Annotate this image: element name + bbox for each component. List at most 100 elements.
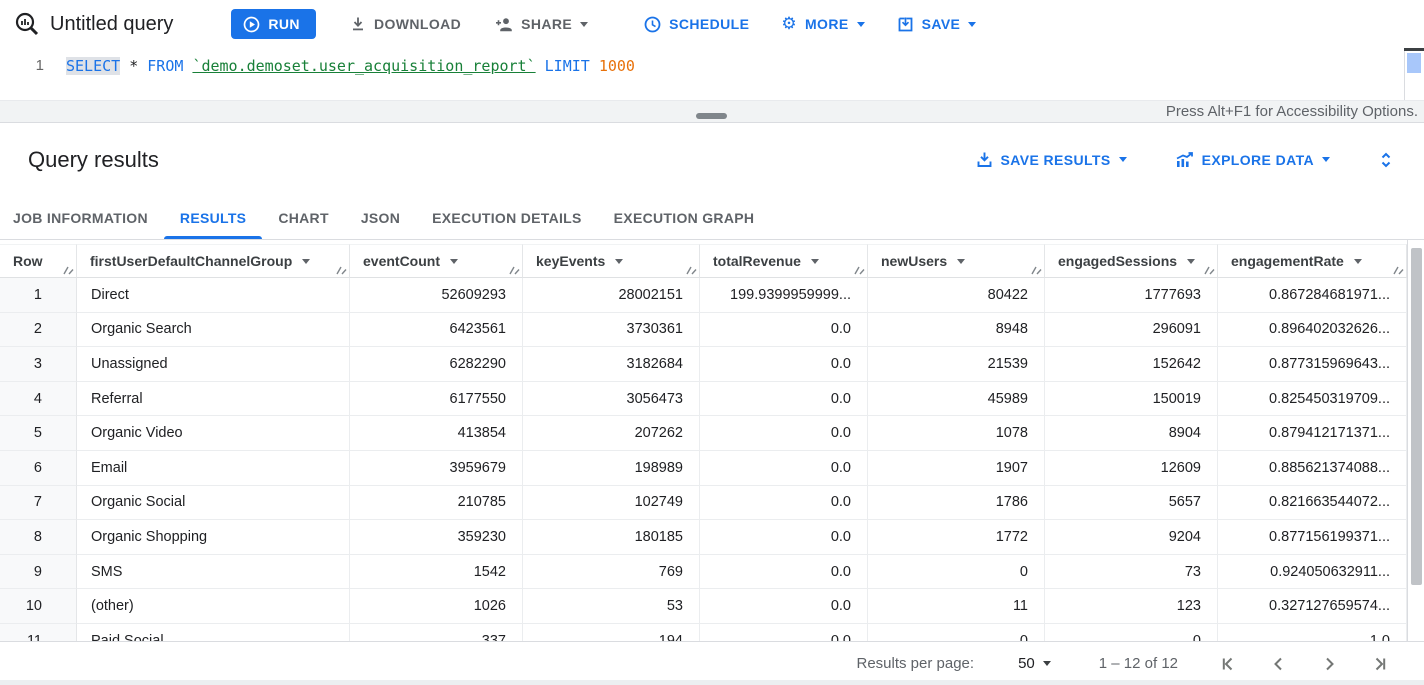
more-button[interactable]: ⚙ MORE bbox=[781, 13, 865, 34]
sql-keyword-select: SELECT bbox=[66, 57, 121, 75]
table-row: 5 Organic Video 413854 207262 0.0 1078 8904 0.8… bbox=[0, 416, 1424, 451]
column-resize-grip[interactable] bbox=[1392, 264, 1405, 275]
table-scrollbar-thumb[interactable] bbox=[1411, 248, 1422, 585]
line-number: 1 bbox=[35, 57, 44, 74]
cell-engagementRate: 0.327127659574... bbox=[1218, 589, 1407, 624]
cell-firstUserDefaultChannelGroup: Email bbox=[77, 450, 350, 486]
results-per-page-label: Results per page: bbox=[856, 655, 975, 672]
cell-totalRevenue: 0.0 bbox=[700, 416, 868, 451]
cell-firstUserDefaultChannelGroup: Unassigned bbox=[77, 347, 350, 382]
column-header-row: Row bbox=[0, 244, 77, 278]
cell-firstUserDefaultChannelGroup: Organic Video bbox=[77, 416, 350, 451]
person-add-icon bbox=[496, 17, 512, 31]
save-results-button[interactable]: SAVE RESULTS bbox=[976, 151, 1127, 168]
cell-engagementRate: 0.867284681971... bbox=[1218, 278, 1407, 313]
pagination-footer: Results per page: 50 1 – 12 of 12 bbox=[0, 641, 1424, 685]
collapse-results-button[interactable] bbox=[1378, 151, 1394, 169]
cell-engagementRate: 0.825450319709... bbox=[1218, 381, 1407, 417]
panel-resize-handle[interactable] bbox=[696, 113, 727, 119]
column-resize-grip[interactable] bbox=[1203, 264, 1216, 275]
cell-newUsers: 21539 bbox=[868, 347, 1045, 382]
table-row: 4 Referral 6177550 3056473 0.0 45989 150019 0.8… bbox=[0, 381, 1424, 417]
cell-eventCount: 6282290 bbox=[350, 347, 523, 382]
unfold-icon bbox=[1381, 152, 1391, 167]
editor-scrollbar-thumb[interactable] bbox=[1407, 53, 1421, 73]
row-number: 6 bbox=[0, 450, 77, 486]
cell-totalRevenue: 0.0 bbox=[700, 623, 868, 641]
column-resize-grip[interactable] bbox=[335, 264, 348, 275]
column-menu-icon[interactable] bbox=[615, 258, 624, 264]
page-size-select[interactable]: 50 bbox=[1018, 655, 1051, 672]
first-page-icon bbox=[1222, 657, 1233, 670]
last-page-icon bbox=[1375, 657, 1386, 670]
download-button[interactable]: DOWNLOAD bbox=[350, 16, 461, 32]
tab-execution-details[interactable]: EXECUTION DETAILS bbox=[432, 209, 582, 226]
explore-data-button[interactable]: EXPLORE DATA bbox=[1175, 152, 1330, 168]
chart-icon bbox=[1176, 151, 1193, 167]
column-resize-grip[interactable] bbox=[1030, 264, 1043, 275]
tab-json[interactable]: JSON bbox=[360, 209, 401, 226]
cell-keyEvents: 28002151 bbox=[523, 278, 700, 313]
column-resize-grip[interactable] bbox=[508, 264, 521, 275]
sql-code-line[interactable]: SELECT * FROM `demo.demoset.user_acquisi… bbox=[66, 57, 635, 75]
sql-table-reference[interactable]: `demo.demoset.user_acquisition_report` bbox=[192, 57, 536, 75]
column-resize-grip[interactable] bbox=[853, 264, 866, 275]
cell-engagedSessions: 123 bbox=[1045, 589, 1218, 624]
cell-totalRevenue: 0.0 bbox=[700, 450, 868, 486]
column-header-keyEvents: keyEvents bbox=[523, 244, 700, 278]
table-body: 1 Direct 52609293 28002151 199.9399959999...… bbox=[0, 278, 1424, 641]
run-button[interactable]: RUN bbox=[231, 9, 316, 39]
table-row: 2 Organic Search 6423561 3730361 0.0 8948 2960… bbox=[0, 312, 1424, 348]
schedule-button[interactable]: SCHEDULE bbox=[644, 16, 749, 33]
column-menu-icon[interactable] bbox=[450, 258, 458, 264]
tab-execution-graph[interactable]: EXECUTION GRAPH bbox=[613, 209, 755, 226]
download-icon bbox=[352, 17, 363, 31]
cell-eventCount: 1542 bbox=[350, 554, 523, 590]
previous-page-button[interactable] bbox=[1270, 655, 1288, 673]
cell-newUsers: 8948 bbox=[868, 312, 1045, 348]
cell-engagedSessions: 73 bbox=[1045, 554, 1218, 590]
column-resize-grip[interactable] bbox=[685, 264, 698, 275]
cell-engagedSessions: 8904 bbox=[1045, 416, 1218, 451]
cell-engagedSessions: 9204 bbox=[1045, 520, 1218, 555]
column-menu-icon[interactable] bbox=[810, 258, 819, 264]
save-button[interactable]: SAVE bbox=[897, 16, 977, 33]
table-scrollbar-track[interactable] bbox=[1407, 240, 1424, 641]
first-page-button[interactable] bbox=[1220, 655, 1238, 673]
cell-eventCount: 1026 bbox=[350, 589, 523, 624]
column-resize-grip[interactable] bbox=[62, 264, 75, 275]
tab-job-information[interactable]: JOB INFORMATION bbox=[13, 209, 148, 226]
column-menu-icon[interactable] bbox=[1187, 258, 1196, 264]
cell-engagedSessions: 296091 bbox=[1045, 312, 1218, 348]
share-button[interactable]: SHARE bbox=[495, 16, 589, 32]
pagination-range: 1 – 12 of 12 bbox=[1098, 655, 1178, 672]
column-menu-icon[interactable] bbox=[957, 258, 966, 264]
cell-keyEvents: 198989 bbox=[523, 450, 700, 486]
query-results-header: Query results SAVE RESULTS EXPLORE D bbox=[0, 123, 1424, 196]
last-page-button[interactable] bbox=[1370, 655, 1388, 673]
sql-editor[interactable]: 1 SELECT * FROM `demo.demoset.user_acqui… bbox=[0, 48, 1424, 100]
horizontal-scrollbar[interactable] bbox=[0, 680, 1424, 685]
tab-chart[interactable]: CHART bbox=[278, 209, 329, 226]
cell-eventCount: 413854 bbox=[350, 416, 523, 451]
table-row: 6 Email 3959679 198989 0.0 1907 12609 0.8856213… bbox=[0, 450, 1424, 486]
row-number: 11 bbox=[0, 623, 77, 641]
cell-eventCount: 210785 bbox=[350, 485, 523, 521]
gear-icon: ⚙ bbox=[781, 13, 797, 34]
row-number: 3 bbox=[0, 347, 77, 382]
cell-engagedSessions: 150019 bbox=[1045, 381, 1218, 417]
editor-scrollbar-track[interactable] bbox=[1404, 48, 1424, 100]
cell-firstUserDefaultChannelGroup: (other) bbox=[77, 589, 350, 624]
cell-newUsers: 45989 bbox=[868, 381, 1045, 417]
column-menu-icon[interactable] bbox=[1353, 258, 1362, 264]
cell-eventCount: 3959679 bbox=[350, 450, 523, 486]
tab-results[interactable]: RESULTS bbox=[163, 196, 263, 239]
table-row: 3 Unassigned 6282290 3182684 0.0 21539 152642 0… bbox=[0, 347, 1424, 382]
cell-newUsers: 1786 bbox=[868, 485, 1045, 521]
accessibility-hint-text: Press Alt+F1 for Accessibility Options. bbox=[1165, 103, 1418, 120]
column-menu-icon[interactable] bbox=[302, 258, 311, 264]
cell-engagementRate: 0.877315969643... bbox=[1218, 347, 1407, 382]
next-page-button[interactable] bbox=[1320, 655, 1338, 673]
cell-engagementRate: 0.885621374088... bbox=[1218, 450, 1407, 486]
cell-eventCount: 6177550 bbox=[350, 381, 523, 417]
